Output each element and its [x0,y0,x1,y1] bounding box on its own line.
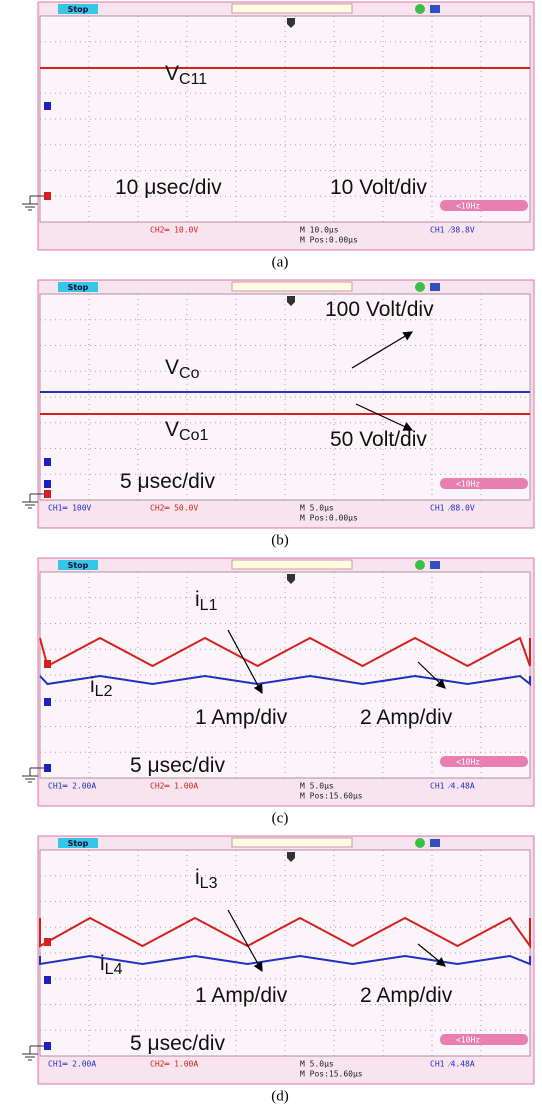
usb-icon [430,5,440,13]
footer-text: M 5.0μs [300,782,334,791]
annotation-main: V [165,62,179,85]
annotation-main: 50 Volt/div [330,428,427,451]
channel-marker [44,192,51,200]
annotation-main: 1 Amp/div [195,706,288,729]
channel-marker [44,458,51,466]
position-slider [232,838,352,847]
annotation: 50 Volt/div [330,428,427,451]
footer-text: CH2═ 1.00A [150,782,198,791]
footer-text: CH2═ 50.0V [150,504,198,513]
annotation-main: 1 Amp/div [195,984,288,1007]
run-indicator [415,560,425,570]
annotation-sub: L3 [200,875,218,892]
trigger-pill [440,200,528,211]
annotation-sub: L1 [200,597,218,614]
trigger-label: <10Hz [456,202,480,211]
annotation-sub: L4 [105,961,123,978]
annotation: 5 μsec/div [130,754,225,777]
run-indicator [415,838,425,848]
annotation-main: V [165,418,179,441]
annotation: 10 Volt/div [330,176,427,199]
annotation-sub: Co [179,365,200,382]
channel-marker [44,102,51,110]
trigger-label: <10Hz [456,1036,480,1045]
footer-text: CH1 ⁄4.48A [430,1060,475,1069]
caption: (c) [272,810,289,826]
usb-icon [430,283,440,291]
annotation-main: 10 μsec/div [115,176,222,199]
caption: (d) [271,1088,289,1104]
channel-marker [44,698,51,706]
usb-icon [430,561,440,569]
annotation-sub: Co1 [179,427,208,444]
footer-text: M Pos:15.60μs [300,792,363,801]
footer-text: M 5.0μs [300,504,334,513]
trigger-pill [440,478,528,489]
caption: (a) [272,254,289,270]
usb-icon [430,839,440,847]
annotation-main: 10 Volt/div [330,176,427,199]
annotation: 100 Volt/div [325,298,434,321]
footer-text: CH1═ 100V [48,504,92,513]
channel-marker [44,1042,51,1050]
position-slider [232,560,352,569]
channel-marker [44,490,51,498]
annotation: 2 Amp/div [360,984,453,1007]
figure: Stop<10HzCH2═ 10.0VM 10.0μsM Pos:0.00μsC… [0,0,542,1113]
footer-text: CH1═ 2.00A [48,1060,96,1069]
status-label: Stop [68,5,89,14]
trigger-label: <10Hz [456,480,480,489]
position-slider [232,282,352,291]
annotation-sub: L2 [95,683,113,700]
annotation-sub: C11 [179,71,207,88]
footer-text: CH1═ 2.00A [48,782,96,791]
channel-marker [44,480,51,488]
footer-text: CH2═ 1.00A [150,1060,198,1069]
scope-panel: Stop <10Hz CH1═ 2.00A CH2═ 1.00A M 5.0μsM Po… [22,558,534,806]
footer-text: M Pos:0.00μs [300,514,358,523]
annotation-main: 2 Amp/div [360,706,453,729]
run-indicator [415,4,425,14]
annotation-main: 5 μsec/div [130,754,225,777]
annotation: 2 Amp/div [360,706,453,729]
trigger-pill [440,1034,528,1045]
annotation: 10 μsec/div [115,176,222,199]
scope-panel: Stop <10Hz CH1═ 2.00A CH2═ 1.00A M 5.0μsM Po… [22,836,534,1084]
annotation-main: 5 μsec/div [120,470,215,493]
status-label: Stop [68,839,89,848]
annotation: 5 μsec/div [120,470,215,493]
channel-marker [44,976,51,984]
annotation-main: V [165,356,179,379]
status-label: Stop [68,561,89,570]
annotation: 1 Amp/div [195,984,288,1007]
footer-text: CH1 ⁄38.8V [430,226,475,235]
position-slider [232,4,352,13]
annotation: 5 μsec/div [130,1032,225,1055]
annotation-main: 5 μsec/div [130,1032,225,1055]
annotation: 1 Amp/div [195,706,288,729]
footer-text: M Pos:0.00μs [300,236,358,245]
annotation-main: 100 Volt/div [325,298,434,321]
run-indicator [415,282,425,292]
trigger-label: <10Hz [456,758,480,767]
trigger-pill [440,756,528,767]
footer-text: CH2═ 10.0V [150,226,198,235]
annotation-main: 2 Amp/div [360,984,453,1007]
status-label: Stop [68,283,89,292]
channel-marker [44,764,51,772]
caption: (b) [271,532,289,548]
footer-text: M 5.0μs [300,1060,334,1069]
footer-text: M 10.0μs [300,226,339,235]
footer-text: CH1 ⁄4.48A [430,782,475,791]
footer-text: CH1 ⁄88.0V [430,504,475,513]
footer-text: M Pos:15.60μs [300,1070,363,1079]
